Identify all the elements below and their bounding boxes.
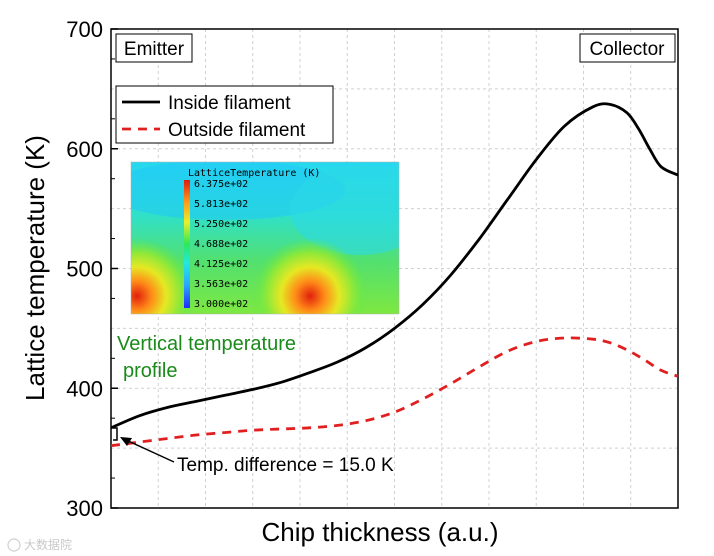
- watermark-text: 大数据院: [24, 537, 72, 552]
- y-tick-label: 600: [66, 137, 103, 162]
- emitter-box: Emitter: [115, 33, 193, 63]
- watermark: 大数据院: [7, 537, 72, 552]
- colorbar-label: 3.563e+02: [194, 279, 248, 290]
- profile-label-line1: Vertical temperature: [117, 333, 296, 355]
- y-tick-label: 400: [66, 376, 103, 401]
- inset-colorbar-labels: 6.375e+02 5.813e+02 5.250e+02 4.688e+02 4.12…: [194, 179, 248, 310]
- legend-box: [115, 85, 334, 144]
- y-tick-label: 700: [66, 17, 103, 42]
- difference-arrow-line: [125, 439, 175, 463]
- colorbar-label: 4.125e+02: [194, 259, 248, 270]
- y-axis: 300 400 500 600 700: [66, 17, 118, 521]
- difference-arrowhead: [120, 437, 132, 446]
- colorbar-label: 6.375e+02: [194, 179, 248, 190]
- temp-difference-label: Temp. difference = 15.0 K: [177, 455, 394, 476]
- y-tick-label: 500: [66, 257, 103, 282]
- colorbar-label: 4.688e+02: [194, 239, 248, 250]
- profile-label-line2: profile: [123, 360, 177, 382]
- inset-colorbar: [184, 180, 190, 308]
- difference-bracket: [113, 427, 118, 441]
- colorbar-label: 5.250e+02: [194, 219, 248, 230]
- inset-title: LatticeTemperature (K): [188, 168, 320, 179]
- colorbar-label: 3.000e+02: [194, 299, 248, 310]
- series-line-inside-filament: [111, 102, 678, 430]
- x-axis-title: Chip thickness (a.u.): [262, 517, 499, 547]
- legend-entry-outside: Outside filament: [168, 120, 306, 141]
- collector-box: Collector: [579, 33, 676, 63]
- y-axis-title: Lattice temperature (K): [20, 135, 50, 401]
- inset-temperature-map: LatticeTemperature (K) 6.375e+02 5.813e+0…: [130, 161, 400, 315]
- legend: Inside filament Outside filament: [115, 85, 334, 144]
- temp-difference-annotation: Temp. difference = 15.0 K: [113, 427, 394, 476]
- colorbar-label: 5.813e+02: [194, 199, 248, 210]
- watermark-icon: [7, 538, 21, 552]
- y-tick-label: 300: [66, 496, 103, 521]
- emitter-label: Emitter: [124, 39, 185, 60]
- legend-entry-inside: Inside filament: [168, 93, 291, 114]
- collector-label: Collector: [590, 39, 666, 60]
